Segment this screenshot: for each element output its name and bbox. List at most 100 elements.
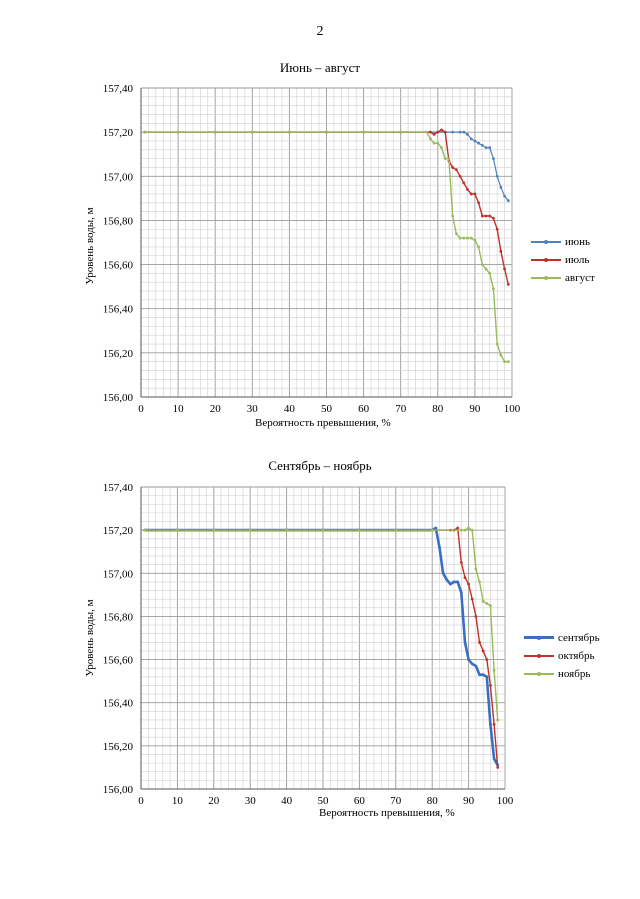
data-point	[459, 561, 463, 564]
data-point	[458, 236, 462, 240]
data-point	[443, 157, 447, 161]
series-line	[144, 527, 499, 721]
y-tick-label: 156,80	[103, 611, 134, 623]
series-line	[144, 526, 499, 766]
x-tick-label: 50	[321, 403, 333, 415]
data-point	[492, 757, 496, 761]
data-point	[499, 185, 503, 189]
data-point	[459, 528, 463, 532]
data-point	[456, 526, 460, 530]
data-point	[438, 546, 441, 549]
data-point	[489, 722, 492, 726]
data-point	[466, 188, 469, 191]
data-point	[430, 528, 434, 532]
page-number: 2	[316, 24, 324, 39]
data-point	[462, 130, 466, 134]
data-point	[485, 675, 489, 679]
data-point	[480, 214, 484, 218]
data-point	[449, 582, 452, 586]
data-point	[496, 766, 500, 769]
chart-plot: 0 10 20 30 40 50 60 70 80 90 100 156,00 156,20 156,40…	[103, 83, 521, 415]
data-point	[478, 580, 481, 584]
data-point	[485, 602, 489, 605]
data-point	[452, 580, 456, 584]
x-axis-title: Вероятность превышения, %	[319, 807, 455, 819]
x-tick-label: 0	[138, 795, 144, 807]
data-point	[506, 283, 510, 286]
data-point	[506, 360, 510, 364]
data-point	[474, 664, 478, 668]
data-point	[454, 232, 458, 236]
y-tick-label: 157,40	[103, 83, 134, 95]
data-point	[436, 130, 440, 134]
data-point	[481, 599, 485, 603]
chart-title: Июнь – август	[279, 60, 361, 75]
data-point	[436, 141, 440, 145]
data-point	[466, 132, 469, 136]
y-tick-label: 157,00	[103, 171, 134, 183]
data-point	[484, 146, 488, 149]
data-point	[503, 360, 506, 364]
x-tick-label: 100	[497, 795, 514, 807]
x-tick-label: 100	[504, 403, 521, 415]
data-point	[458, 174, 462, 178]
data-point	[212, 528, 216, 532]
data-point	[470, 528, 474, 532]
data-point	[484, 214, 488, 218]
data-point	[488, 146, 492, 149]
data-point	[489, 604, 492, 608]
x-tick-label: 60	[358, 403, 370, 415]
data-point	[492, 722, 496, 726]
data-point	[495, 227, 499, 231]
data-point	[248, 528, 252, 532]
legend-item: ноябрь	[524, 665, 600, 683]
data-point	[469, 192, 473, 196]
y-tick-label: 156,40	[103, 698, 134, 710]
y-tick-label: 156,60	[103, 655, 134, 667]
legend-label: июнь	[565, 236, 591, 248]
data-point	[469, 137, 473, 141]
series-октябрь	[143, 526, 500, 769]
data-point	[325, 130, 328, 134]
x-tick-label: 0	[138, 403, 144, 415]
y-axis-title: Уровень воды, м	[84, 599, 96, 677]
x-tick-label: 20	[210, 403, 222, 415]
data-point	[428, 137, 432, 141]
data-point	[492, 668, 496, 672]
legend-label: сентябрь	[558, 632, 600, 644]
data-point	[250, 130, 254, 134]
data-point	[488, 272, 492, 275]
legend: июнь июль август	[531, 233, 595, 287]
data-point	[473, 238, 477, 242]
data-point	[496, 718, 500, 722]
data-point	[288, 130, 291, 134]
legend-swatch	[531, 237, 561, 247]
data-point	[362, 130, 365, 134]
data-point	[445, 578, 449, 582]
x-tick-label: 30	[247, 403, 259, 415]
x-tick-label: 40	[284, 403, 296, 415]
data-point	[447, 157, 451, 161]
data-point	[492, 157, 495, 161]
data-point	[503, 194, 506, 198]
data-point	[428, 130, 432, 134]
x-tick-label: 20	[208, 795, 220, 807]
legend-swatch	[524, 651, 554, 661]
data-point	[425, 130, 429, 134]
data-point	[459, 591, 463, 595]
series-сентябрь	[143, 526, 500, 767]
data-point	[358, 528, 361, 532]
data-point	[441, 571, 445, 575]
data-point	[463, 640, 467, 644]
data-point	[454, 168, 458, 172]
grid	[140, 486, 506, 790]
data-point	[143, 130, 147, 134]
legend-swatch	[531, 255, 561, 265]
legend-item: август	[531, 269, 595, 287]
data-point	[492, 287, 495, 291]
data-point	[451, 130, 455, 134]
data-point	[481, 673, 485, 677]
y-tick-label: 156,60	[103, 260, 134, 272]
series-август	[143, 130, 510, 364]
legend-item: октябрь	[524, 647, 600, 665]
